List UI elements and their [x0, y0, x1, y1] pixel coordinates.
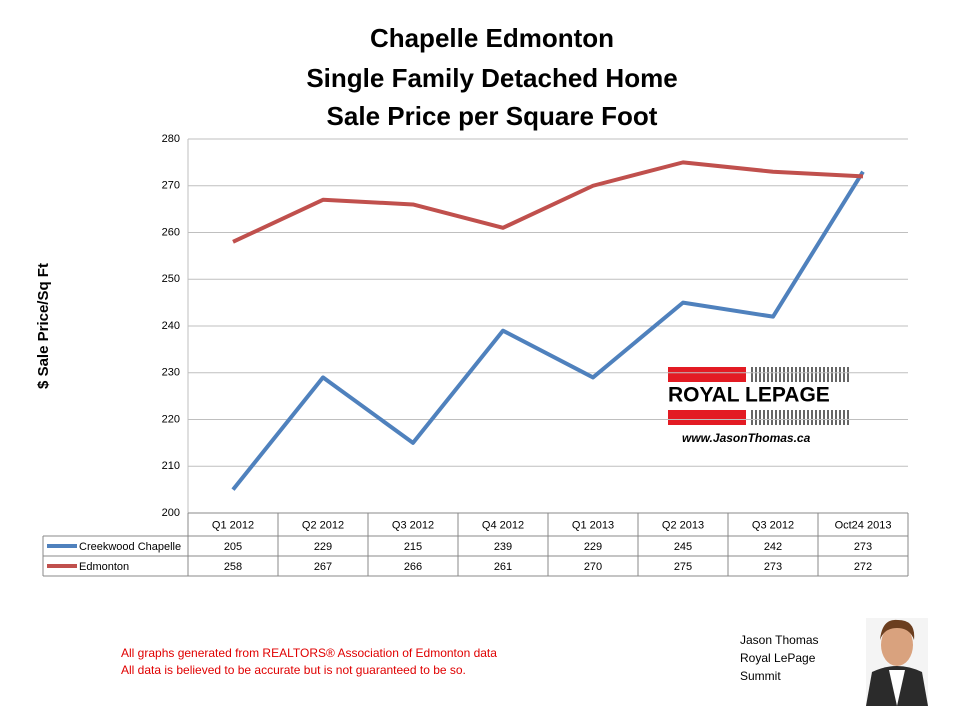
series-line [232, 160, 864, 244]
y-tick-label: 270 [162, 180, 180, 192]
signature: Jason Thomas [740, 633, 819, 647]
table-value: 267 [314, 561, 332, 573]
table-value: 258 [224, 561, 242, 573]
y-tick-label: 200 [162, 507, 180, 519]
x-tick-label: Q1 2013 [572, 519, 614, 531]
logo-name: ROYAL LEPAGE [668, 384, 830, 407]
table-value: 245 [674, 541, 692, 553]
table-value: 205 [224, 541, 242, 553]
table-value: 266 [404, 561, 422, 573]
chart-title: Sale Price per Square Foot [327, 101, 658, 131]
table-value: 275 [674, 561, 692, 573]
x-tick-label: Oct24 2013 [835, 519, 892, 531]
y-tick-label: 260 [162, 226, 180, 238]
table-value: 261 [494, 561, 512, 573]
y-tick-label: 280 [162, 133, 180, 145]
y-tick-label: 210 [162, 460, 180, 472]
chart-title: Single Family Detached Home [306, 63, 677, 93]
table-value: 273 [764, 561, 782, 573]
table-value: 273 [854, 541, 872, 553]
logo-website: www.JasonThomas.ca [682, 431, 811, 445]
logo-barcode [751, 367, 849, 425]
legend-label: Edmonton [79, 561, 129, 573]
table-value: 272 [854, 561, 872, 573]
series-line [231, 170, 865, 491]
x-tick-label: Q2 2013 [662, 519, 704, 531]
logo-band [668, 410, 746, 425]
y-tick-label: 250 [162, 273, 180, 285]
photo-face [881, 624, 913, 666]
x-tick-label: Q3 2012 [392, 519, 434, 531]
signature: Summit [740, 669, 781, 683]
table-value: 215 [404, 541, 422, 553]
footnote: All graphs generated from REALTORS® Asso… [121, 646, 497, 660]
footnote: All data is believed to be accurate but … [121, 663, 466, 677]
table-value: 270 [584, 561, 602, 573]
table-value: 229 [314, 541, 332, 553]
agent-photo [866, 618, 928, 706]
y-tick-label: 220 [162, 413, 180, 425]
y-tick-label: 230 [162, 367, 180, 379]
table-value: 229 [584, 541, 602, 553]
chart-title: Chapelle Edmonton [370, 23, 614, 53]
x-tick-label: Q4 2012 [482, 519, 524, 531]
x-tick-label: Q2 2012 [302, 519, 344, 531]
x-tick-label: Q3 2012 [752, 519, 794, 531]
y-tick-label: 240 [162, 320, 180, 332]
logo-band [668, 367, 746, 382]
logo: ROYAL LEPAGE www.JasonThomas.ca [668, 367, 849, 445]
photo-shirt [889, 670, 905, 706]
table-value: 239 [494, 541, 512, 553]
photo-hair [880, 619, 915, 640]
table-value: 242 [764, 541, 782, 553]
y-axis-label: $ Sale Price/Sq Ft [35, 263, 52, 389]
legend-label: Creekwood Chapelle [79, 541, 181, 553]
x-tick-label: Q1 2012 [212, 519, 254, 531]
signature: Royal LePage [740, 651, 816, 665]
